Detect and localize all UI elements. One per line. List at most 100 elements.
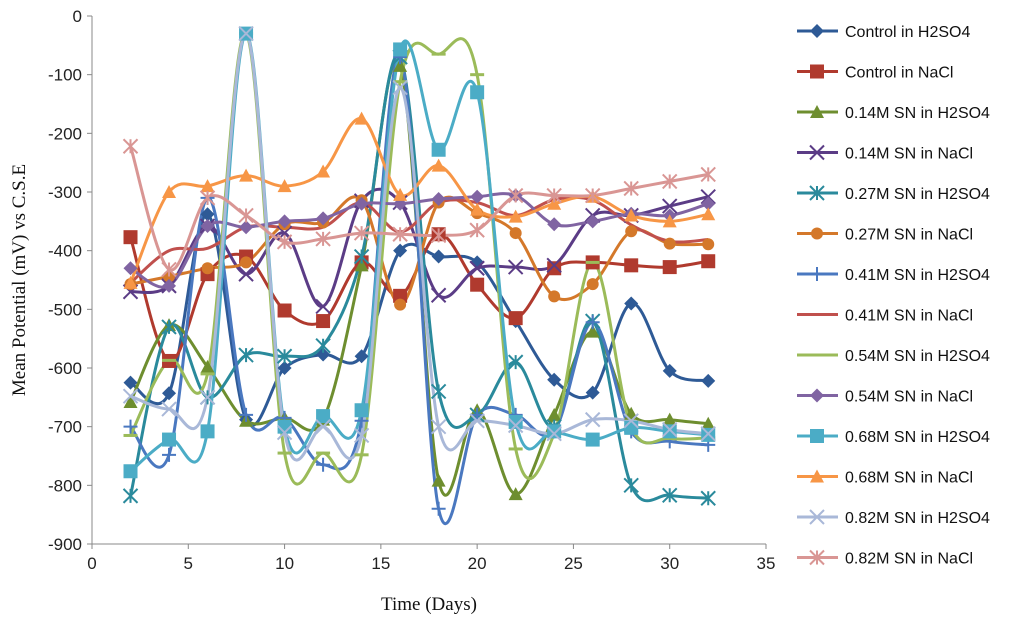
data-point <box>240 256 253 269</box>
data-point <box>200 179 215 193</box>
data-point <box>122 138 139 154</box>
x-tick-label: 0 <box>87 554 96 573</box>
legend-marker <box>809 144 825 161</box>
data-point <box>546 187 562 204</box>
data-point <box>623 477 639 494</box>
data-point <box>547 196 562 210</box>
legend-item: 0.54M SN in NaCl <box>797 388 973 406</box>
x-tick-label: 5 <box>184 554 193 573</box>
data-point <box>585 315 600 330</box>
data-point <box>393 187 408 201</box>
data-point <box>547 372 562 387</box>
data-point <box>662 173 678 190</box>
data-point <box>700 188 716 205</box>
y-tick-label: -400 <box>48 242 82 261</box>
data-point <box>586 278 599 291</box>
data-point <box>393 42 408 57</box>
y-tick-label: -200 <box>48 124 82 143</box>
data-point <box>354 258 369 272</box>
data-point <box>315 337 331 354</box>
data-point <box>585 214 600 229</box>
data-point <box>276 234 293 250</box>
y-axis-title: Mean Potential (mV) vs C.S.E <box>9 164 30 396</box>
x-axis-title: Time (Days) <box>381 594 477 615</box>
x-tick-label: 15 <box>371 554 390 573</box>
data-point <box>354 349 369 364</box>
data-point <box>507 354 524 370</box>
legend-marker <box>810 388 824 403</box>
data-point <box>546 425 562 442</box>
data-point <box>624 420 639 435</box>
data-point <box>161 401 177 417</box>
data-point <box>470 189 485 204</box>
data-point <box>316 314 331 329</box>
data-point <box>662 424 677 439</box>
data-point <box>701 416 716 430</box>
legend-label: 0.14M SN in H2SO4 <box>845 105 990 122</box>
data-point <box>547 217 562 232</box>
data-point <box>584 187 601 204</box>
data-point <box>431 249 446 264</box>
data-point <box>624 258 639 273</box>
data-point <box>276 424 293 441</box>
legend-marker <box>810 24 824 38</box>
chart-legend: Control in H2SO4 Control in NaCl 0.14M SN … <box>797 24 990 568</box>
data-point <box>239 407 254 422</box>
data-point <box>546 257 562 274</box>
x-tick-label: 35 <box>757 554 776 573</box>
data-point <box>162 278 177 293</box>
legend-marker <box>809 185 825 201</box>
legend-label: 0.82M SN in H2SO4 <box>845 510 990 527</box>
data-point <box>316 409 331 424</box>
data-point <box>199 389 216 406</box>
data-point <box>625 225 638 238</box>
legend-item: Control in H2SO4 <box>797 24 970 41</box>
legend-item: 0.54M SN in H2SO4 <box>797 348 990 365</box>
data-point <box>431 192 446 207</box>
legend-label: 0.41M SN in H2SO4 <box>845 267 990 284</box>
data-point <box>701 373 716 388</box>
data-point <box>123 375 138 390</box>
data-point <box>662 214 677 228</box>
y-tick-label: -300 <box>48 183 82 202</box>
data-point <box>470 277 485 292</box>
data-point <box>354 111 369 125</box>
data-point <box>238 207 254 224</box>
legend-marker <box>809 549 825 566</box>
data-point <box>508 414 523 429</box>
data-point <box>162 432 177 447</box>
data-point <box>508 311 523 326</box>
data-point <box>238 347 254 363</box>
data-point <box>507 187 524 204</box>
data-point <box>508 209 523 223</box>
data-point <box>276 348 293 364</box>
legend-item: 0.68M SN in NaCl <box>797 469 973 487</box>
data-point <box>547 261 562 276</box>
data-point <box>123 275 138 289</box>
legend-label: 0.27M SN in NaCl <box>845 227 973 244</box>
legend-item: 0.41M SN in NaCl <box>797 308 973 325</box>
data-point <box>430 287 447 303</box>
legend-label: 0.82M SN in NaCl <box>845 551 973 568</box>
data-point <box>662 260 677 275</box>
data-point <box>162 386 177 401</box>
data-point <box>353 248 370 265</box>
legend-marker <box>810 267 824 281</box>
y-tick-label: -700 <box>48 418 82 437</box>
data-point <box>353 427 370 444</box>
x-tick-label: 20 <box>468 554 487 573</box>
x-tick-label: 30 <box>660 554 679 573</box>
data-point <box>393 243 408 258</box>
data-point <box>394 298 407 311</box>
data-point <box>316 211 331 226</box>
data-point <box>393 58 408 72</box>
legend-marker <box>810 429 824 443</box>
data-point <box>662 487 678 504</box>
series-line <box>129 32 709 462</box>
legend-label: 0.54M SN in H2SO4 <box>845 348 990 365</box>
data-point <box>430 227 447 244</box>
data-point <box>316 164 331 178</box>
data-point <box>123 230 138 245</box>
data-point <box>200 359 215 373</box>
